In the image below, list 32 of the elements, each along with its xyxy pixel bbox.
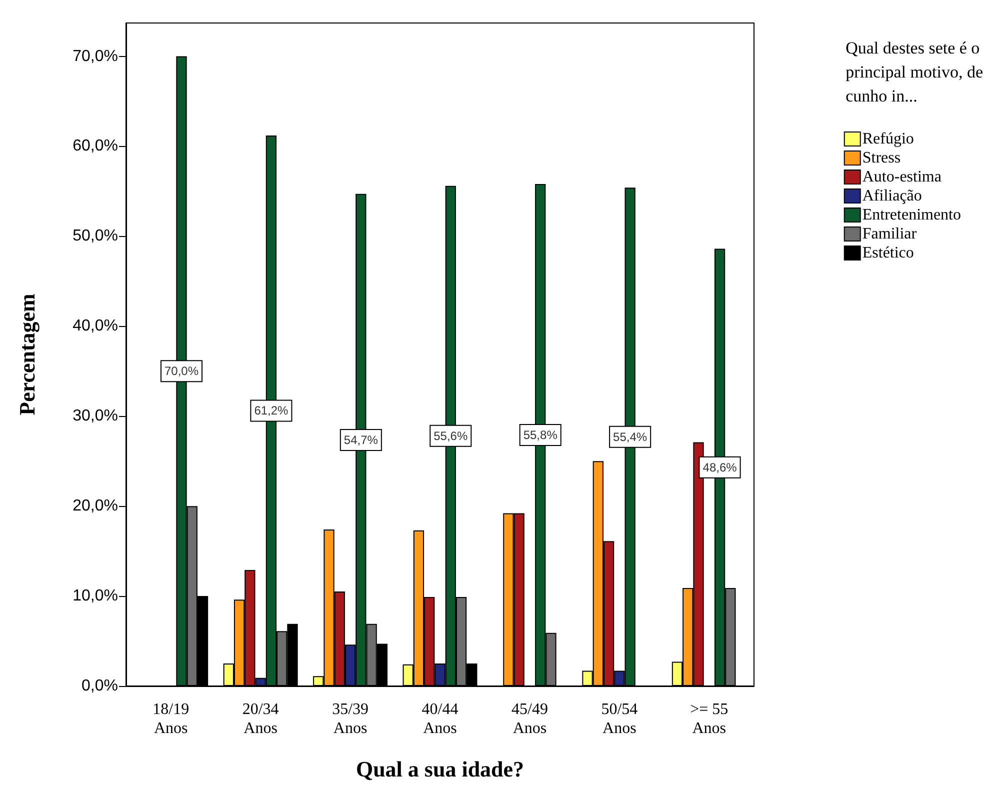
x-tick-label: 50/54 Anos [601,701,638,737]
legend-label: Entretenimento [862,206,962,224]
data-label: 55,4% [613,430,648,444]
x-axis-title: Qual a sua idade? [356,756,524,782]
y-tick-label: 0,0% [82,678,118,694]
legend-label: Stress [862,150,901,166]
legend-title: Qual destes sete é o principal motivo, de cunho in... [846,38,984,106]
x-tick-label: 20/34 Anos [242,701,279,737]
data-label: 70,0% [164,364,199,378]
legend-label: Refúgio [862,130,914,148]
x-tick-label: 35/39 Anos [332,701,369,737]
y-tick-label: 60,0% [72,138,118,155]
y-tick-label: 70,0% [72,48,118,65]
y-tick-label: 30,0% [72,408,118,425]
x-tick-label: 40/44 Anos [422,701,458,737]
x-tick-label: 45/49 Anos [511,701,548,737]
y-tick-label: 20,0% [72,498,118,515]
x-tick-label: >= 55 Anos [690,701,728,737]
y-tick-label: 40,0% [72,318,118,335]
data-label: 61,2% [254,404,289,418]
y-axis-title: Percentagem [14,294,40,416]
legend-label: Estético [862,244,914,262]
data-label: 55,6% [434,428,468,443]
x-tick-label: 18/19 Anos [152,701,190,737]
data-label: 48,6% [702,460,738,474]
data-label: 55,8% [523,428,558,442]
legend-label: Afiliação [862,188,922,204]
y-tick-label: 50,0% [72,228,118,245]
legend-label: Auto-estima [862,168,942,186]
data-label: 54,7% [344,432,378,447]
y-tick-label: 10,0% [72,588,118,605]
legend-label: Familiar [862,226,918,242]
